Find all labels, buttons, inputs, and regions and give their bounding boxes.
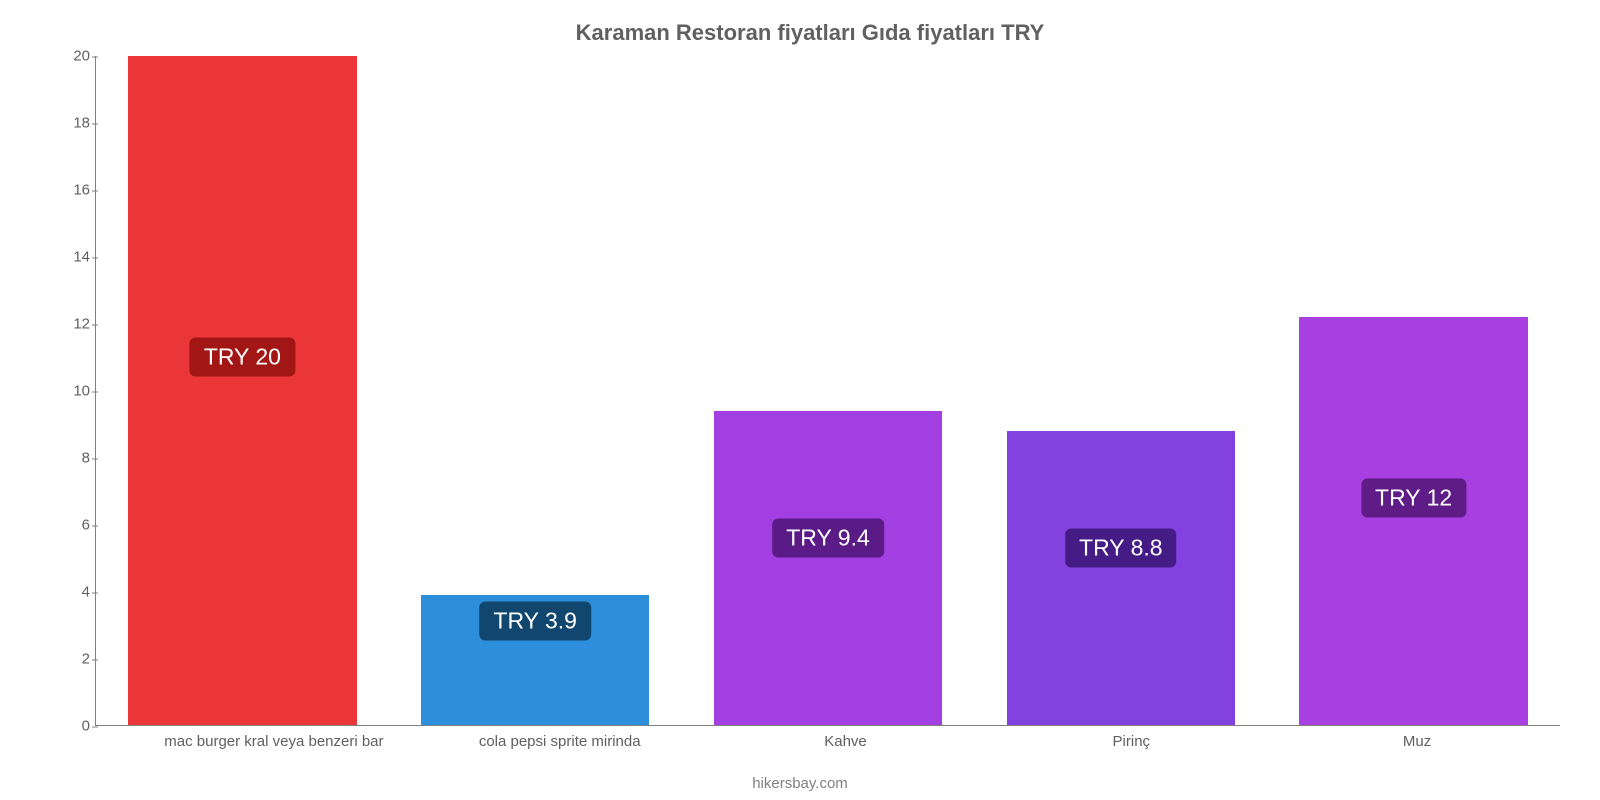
y-tick: 0: [50, 718, 90, 735]
y-tick: 16: [50, 182, 90, 199]
bar: [1299, 317, 1527, 725]
x-label: Kahve: [824, 733, 867, 750]
bar: [128, 56, 356, 725]
y-axis: 02468101214161820: [50, 56, 90, 726]
x-label: Muz: [1403, 733, 1431, 750]
bars-container: mac burger kral veya benzeri barcola pep…: [95, 56, 1560, 726]
plot-area: 02468101214161820 mac burger kral veya b…: [60, 56, 1560, 726]
y-tick: 18: [50, 115, 90, 132]
y-tick: 6: [50, 517, 90, 534]
y-tick: 2: [50, 651, 90, 668]
x-label: cola pepsi sprite mirinda: [479, 733, 641, 750]
y-tick: 20: [50, 48, 90, 65]
y-tick: 14: [50, 249, 90, 266]
x-axis-labels: mac burger kral veya benzeri bar cola pep…: [131, 725, 1560, 755]
attribution-text: hikersbay.com: [0, 775, 1600, 792]
bar-value-label: TRY 9.4: [772, 518, 884, 557]
bar-value-label: TRY 3.9: [479, 602, 591, 641]
y-tick: 10: [50, 383, 90, 400]
price-bar-chart: Karaman Restoran fiyatları Gıda fiyatlar…: [0, 0, 1600, 800]
bar-value-label: TRY 20: [190, 338, 295, 377]
bar-value-label: TRY 12: [1361, 478, 1466, 517]
x-label: mac burger kral veya benzeri bar: [164, 733, 383, 750]
bar-value-label: TRY 8.8: [1065, 528, 1177, 567]
bar: [714, 411, 942, 725]
y-tick: 12: [50, 316, 90, 333]
y-tick: 4: [50, 584, 90, 601]
x-label: Pirinç: [1113, 733, 1151, 750]
bar: [1007, 431, 1235, 725]
chart-title: Karaman Restoran fiyatları Gıda fiyatlar…: [60, 20, 1560, 46]
y-tick: 8: [50, 450, 90, 467]
